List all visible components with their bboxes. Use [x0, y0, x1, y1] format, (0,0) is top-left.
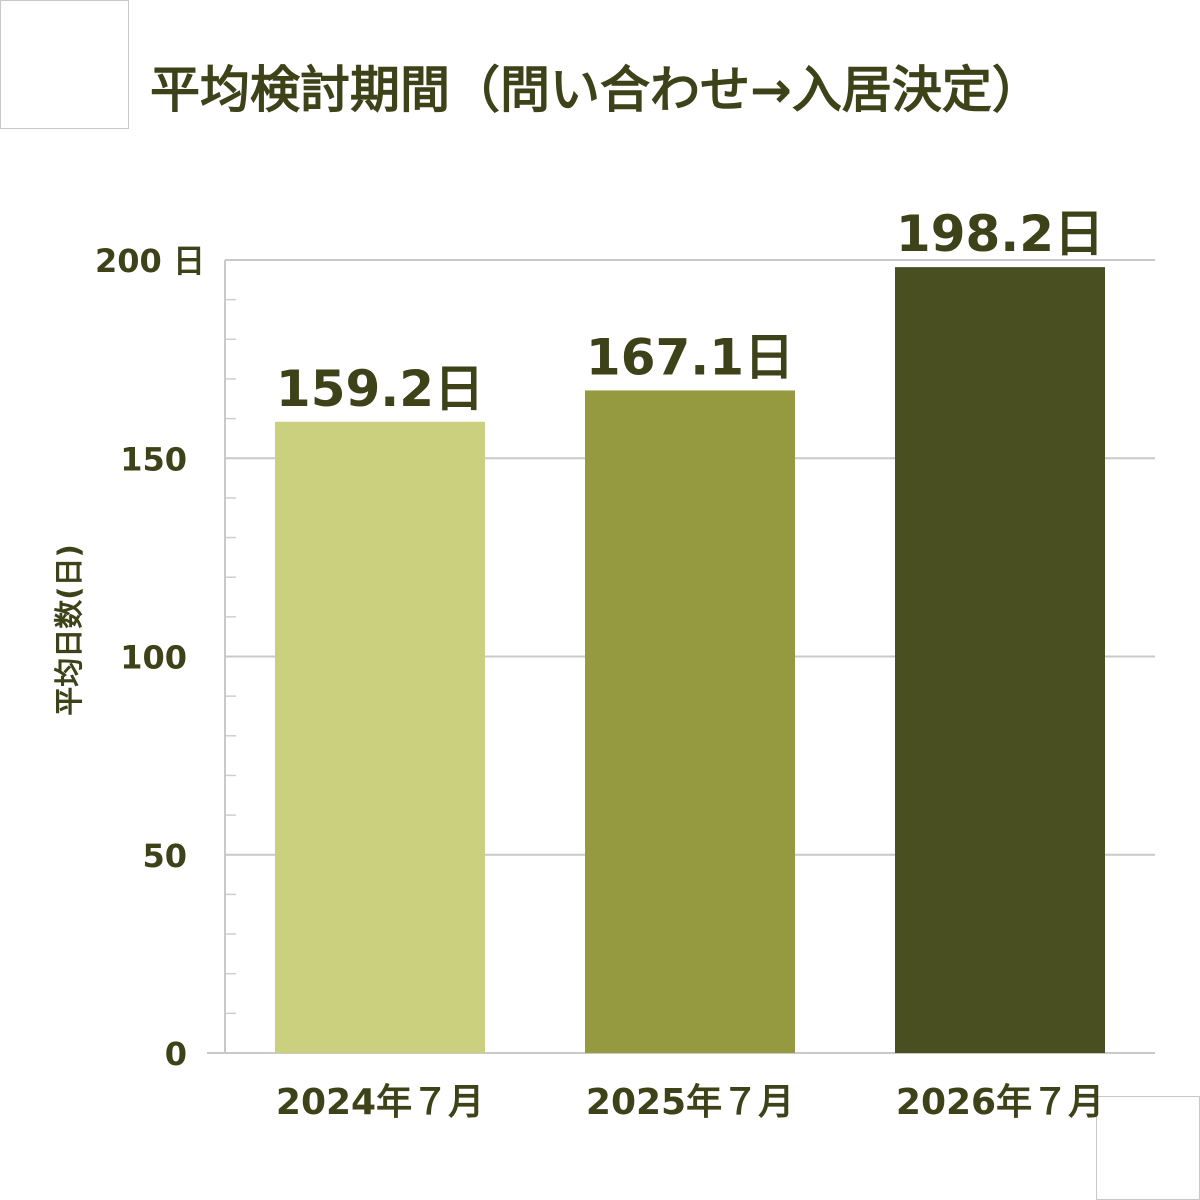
- bars: [275, 267, 1105, 1054]
- chart-title: 平均検討期間（問い合わせ→入居決定）: [150, 61, 1042, 119]
- x-tick-label: 2024年７月: [276, 1082, 484, 1123]
- y-tick-label: 50: [142, 837, 187, 875]
- y-tick-label: 150: [120, 440, 187, 478]
- minor-ticks: [225, 298, 236, 1015]
- x-tick-label: 2026年７月: [896, 1082, 1104, 1123]
- bar: [585, 390, 795, 1053]
- corner-box-top-left: [0, 0, 129, 129]
- x-tick-labels: 2024年７月 2025年７月 2026年７月: [276, 1082, 1104, 1123]
- data-label: 198.2日: [896, 205, 1104, 263]
- y-tick-label: 100: [120, 639, 187, 677]
- x-tick-label: 2025年７月: [586, 1082, 794, 1123]
- bar: [275, 421, 485, 1054]
- corner-box-bottom-right: [1096, 1096, 1200, 1200]
- data-label: 159.2日: [276, 360, 484, 418]
- data-label: 167.1日: [586, 328, 794, 386]
- y-tick-labels: 0 50 100 150 200 日: [95, 242, 205, 1073]
- y-axis-label: 平均日数(日): [52, 544, 86, 716]
- y-tick-label: 200 日: [95, 242, 205, 280]
- data-labels: 159.2日 167.1日 198.2日: [276, 205, 1104, 418]
- y-tick-label: 0: [165, 1035, 187, 1073]
- bar: [895, 267, 1105, 1054]
